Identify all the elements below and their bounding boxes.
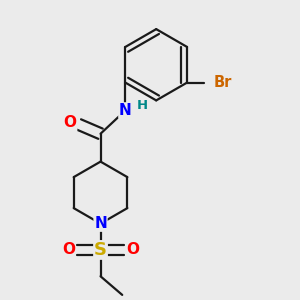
Text: O: O [62, 242, 75, 257]
Text: O: O [64, 116, 77, 130]
Text: O: O [126, 242, 139, 257]
Text: N: N [94, 216, 107, 231]
Text: N: N [119, 103, 132, 118]
Text: S: S [94, 241, 107, 259]
Text: H: H [137, 99, 148, 112]
Text: Br: Br [213, 75, 232, 90]
